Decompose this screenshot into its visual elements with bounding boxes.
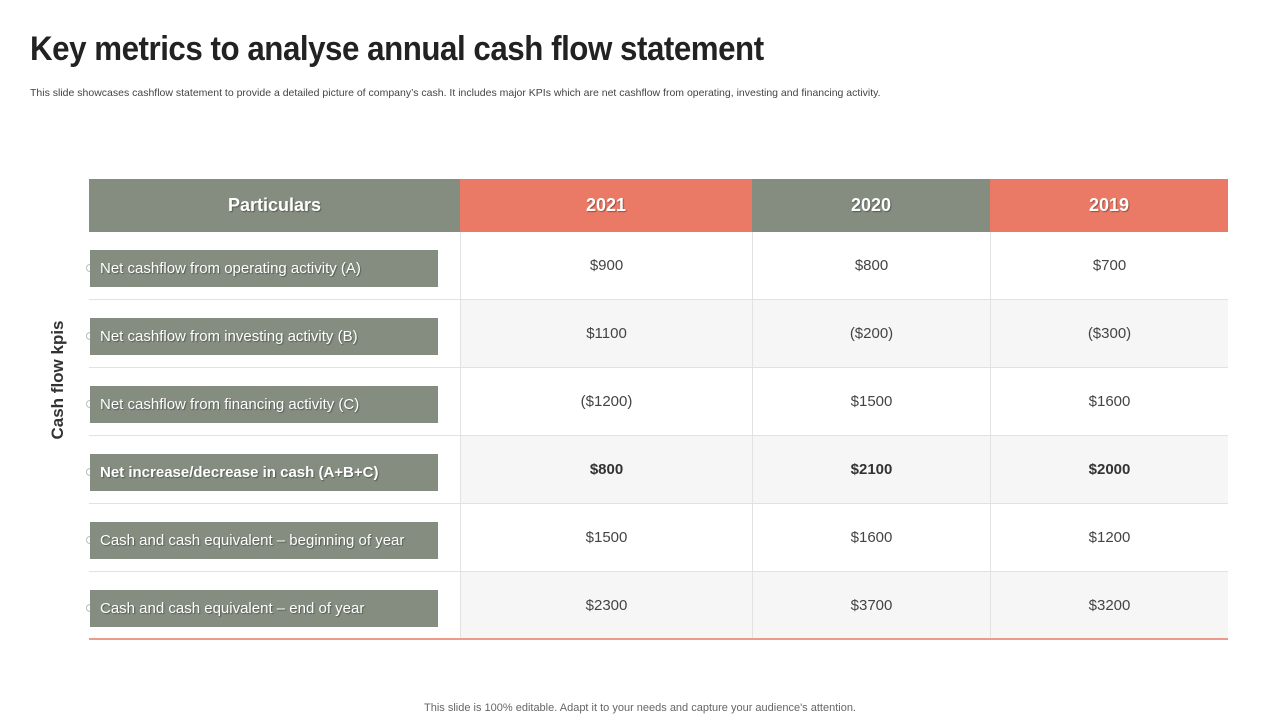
table-row-total: Net increase/decrease in cash (A+B+C) $8… [86, 436, 1228, 504]
value-2020: $3700 [752, 572, 990, 638]
row-label: Cash and cash equivalent – beginning of … [90, 522, 438, 559]
cashflow-table: Particulars 2021 2020 2019 Net cashflow … [86, 179, 1228, 640]
row-label: Cash and cash equivalent – end of year [90, 590, 438, 627]
row-label-cell: Net cashflow from financing activity (C) [86, 368, 460, 435]
row-label-cell: Net increase/decrease in cash (A+B+C) [86, 436, 460, 503]
row-label: Net increase/decrease in cash (A+B+C) [90, 454, 438, 491]
row-label: Net cashflow from operating activity (A) [90, 250, 438, 287]
value-2019: $3200 [990, 572, 1228, 638]
row-label-cell: Net cashflow from investing activity (B) [86, 300, 460, 367]
table-row: Cash and cash equivalent – beginning of … [86, 504, 1228, 572]
value-2021: $800 [460, 436, 752, 503]
value-2020: $2100 [752, 436, 990, 503]
value-2021: $900 [460, 232, 752, 299]
footer-note: This slide is 100% editable. Adapt it to… [424, 702, 856, 714]
value-2020: $1600 [752, 504, 990, 571]
table-row: Cash and cash equivalent – end of year $… [86, 572, 1228, 640]
side-axis-label: Cash flow kpis [48, 320, 67, 440]
row-label: Net cashflow from financing activity (C) [90, 386, 438, 423]
row-label-cell: Cash and cash equivalent – beginning of … [86, 504, 460, 571]
table-row: Net cashflow from financing activity (C)… [86, 368, 1228, 436]
header-2021: 2021 [460, 179, 752, 232]
value-2020: ($200) [752, 300, 990, 367]
table-row: Net cashflow from investing activity (B)… [86, 300, 1228, 368]
value-2019: $700 [990, 232, 1228, 299]
value-2019: ($300) [990, 300, 1228, 367]
row-label: Net cashflow from investing activity (B) [90, 318, 438, 355]
table-header-row: Particulars 2021 2020 2019 [89, 179, 1228, 232]
value-2021: ($1200) [460, 368, 752, 435]
row-label-cell: Net cashflow from operating activity (A) [86, 232, 460, 299]
header-2020: 2020 [752, 179, 990, 232]
value-2019: $1600 [990, 368, 1228, 435]
value-2019: $2000 [990, 436, 1228, 503]
value-2021: $1100 [460, 300, 752, 367]
header-particulars: Particulars [89, 179, 460, 232]
table-row: Net cashflow from operating activity (A)… [86, 232, 1228, 300]
value-2021: $1500 [460, 504, 752, 571]
page-subtitle: This slide showcases cashflow statement … [30, 87, 881, 99]
value-2021: $2300 [460, 572, 752, 638]
value-2020: $1500 [752, 368, 990, 435]
value-2019: $1200 [990, 504, 1228, 571]
page-title: Key metrics to analyse annual cash flow … [30, 30, 764, 68]
row-label-cell: Cash and cash equivalent – end of year [86, 572, 460, 638]
value-2020: $800 [752, 232, 990, 299]
header-2019: 2019 [990, 179, 1228, 232]
